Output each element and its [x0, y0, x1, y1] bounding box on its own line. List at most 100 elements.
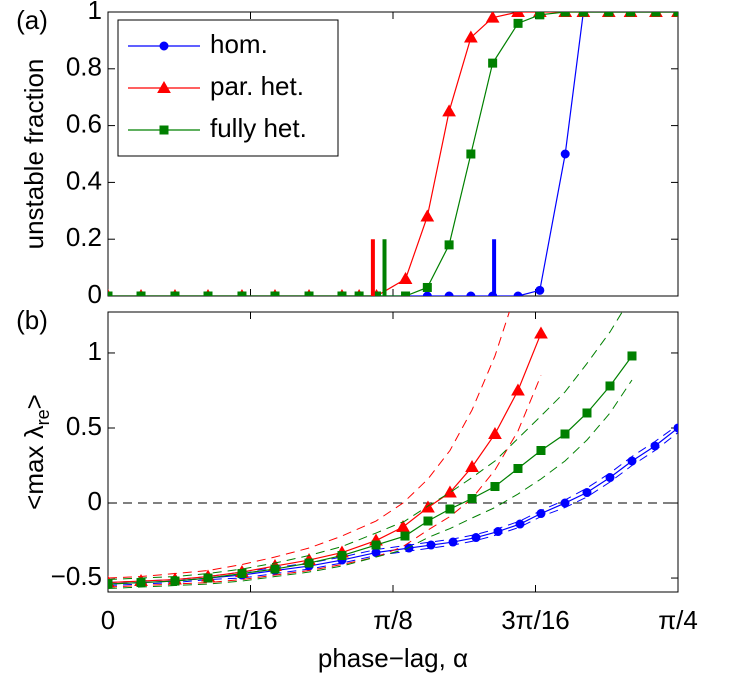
legend-label: fully het. [210, 113, 307, 143]
y-tick-label: 1 [88, 0, 102, 25]
y-axis-label-end: > [19, 394, 49, 409]
marker [423, 516, 433, 526]
x-tick-label: 3π/16 [501, 605, 570, 635]
marker [605, 381, 615, 391]
marker [270, 564, 280, 574]
marker [467, 494, 477, 504]
marker [422, 282, 432, 292]
legend-marker [157, 80, 171, 93]
marker [490, 482, 500, 492]
marker [466, 291, 476, 296]
marker [511, 383, 525, 396]
x-tick-label: π/4 [658, 605, 698, 635]
marker [513, 291, 523, 296]
marker [560, 429, 570, 439]
plot-area [108, 312, 678, 590]
marker [170, 576, 180, 586]
marker [627, 456, 637, 466]
band-line [108, 375, 542, 588]
marker [237, 569, 247, 579]
marker [442, 104, 456, 117]
marker [203, 291, 213, 296]
y-axis-label-main: <max λ [19, 425, 49, 510]
y-tick-label: 0.4 [66, 165, 102, 195]
marker [444, 291, 454, 296]
band-line [108, 312, 623, 581]
marker [560, 12, 570, 17]
band-line [108, 424, 678, 584]
legend-label: par. het. [210, 71, 304, 101]
marker [237, 291, 247, 296]
marker [515, 519, 525, 529]
x-tick-label: π/16 [223, 605, 277, 635]
series-line [108, 427, 678, 585]
marker [136, 578, 146, 588]
marker [108, 579, 113, 589]
band-line [108, 312, 510, 579]
marker [371, 540, 381, 550]
marker [404, 543, 414, 553]
y-tick-label: 0 [88, 486, 102, 516]
marker [673, 423, 678, 433]
band-line [108, 379, 633, 590]
x-tick-label: π/8 [373, 605, 413, 635]
y-axis-label: <max λre> [19, 394, 53, 510]
marker [170, 291, 180, 296]
marker [304, 291, 314, 296]
marker [420, 209, 435, 222]
marker [651, 12, 661, 17]
marker [488, 58, 498, 68]
marker [203, 573, 213, 583]
marker [471, 533, 481, 543]
marker [354, 291, 364, 296]
y-tick-label: 0.5 [66, 411, 102, 441]
marker [560, 498, 570, 508]
band-line [108, 432, 678, 587]
marker [372, 291, 382, 296]
marker [443, 485, 457, 498]
marker [536, 445, 546, 455]
y-tick-label: 1 [88, 336, 102, 366]
marker [605, 473, 615, 483]
marker [535, 12, 545, 20]
x-tick-label: 0 [101, 605, 115, 635]
panel-label: (b) [16, 305, 48, 335]
marker [400, 531, 410, 541]
marker [337, 551, 347, 561]
marker [511, 12, 525, 17]
marker [422, 291, 432, 296]
marker [421, 500, 435, 513]
marker [485, 12, 500, 23]
marker [444, 240, 454, 250]
y-tick-label: 0.8 [66, 52, 102, 82]
marker [270, 291, 280, 296]
marker [582, 408, 592, 418]
marker [448, 537, 458, 547]
marker [560, 149, 570, 159]
y-tick-label: −0.5 [51, 561, 102, 591]
marker [398, 271, 413, 284]
legend-marker [159, 125, 169, 135]
legend: hom. par. het. fully het. [117, 19, 339, 157]
marker [627, 351, 637, 361]
legend-marker [159, 41, 169, 51]
marker [673, 12, 678, 17]
marker [578, 12, 588, 17]
marker [513, 18, 523, 28]
y-tick-label: 0.2 [66, 222, 102, 252]
marker [466, 149, 476, 159]
marker [136, 291, 146, 296]
marker [396, 520, 410, 533]
marker [401, 291, 411, 296]
marker [582, 488, 592, 498]
marker [464, 30, 478, 43]
panel-label: (a) [16, 5, 48, 35]
plot-area [108, 12, 678, 296]
marker [626, 12, 636, 17]
y-axis-label: unstable fraction [19, 59, 49, 250]
legend-label: hom. [210, 29, 268, 59]
y-tick-label: 0.6 [66, 108, 102, 138]
marker [604, 12, 614, 17]
marker [534, 326, 548, 339]
